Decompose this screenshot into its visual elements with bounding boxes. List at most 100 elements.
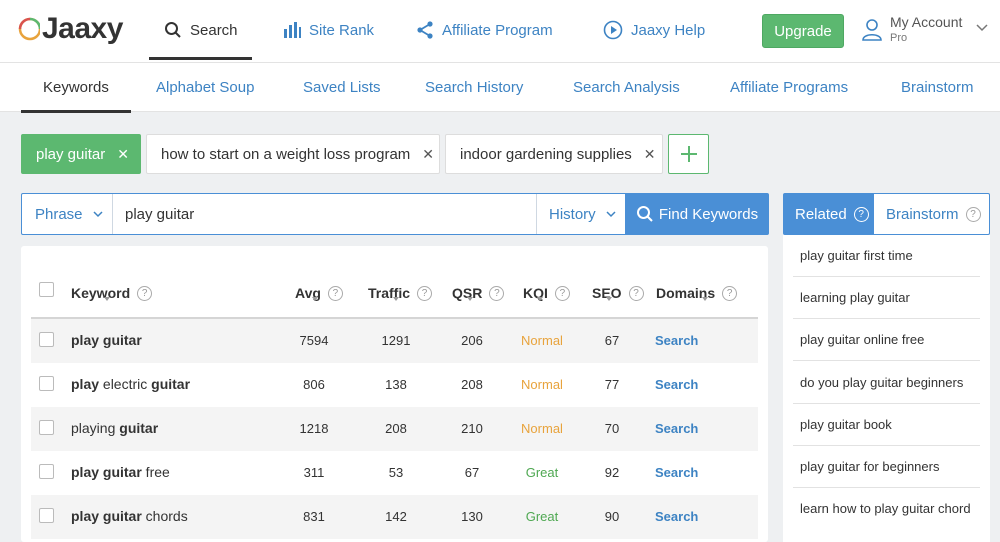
list-divider [793,276,980,277]
subnav-affiliate-programs[interactable]: Affiliate Programs [730,79,849,96]
find-keywords-label: Find Keywords [658,205,759,223]
column-header-qsr[interactable]: QSR? [452,285,505,301]
help-icon[interactable]: ? [554,285,570,301]
row-checkbox[interactable] [39,464,54,479]
related-keyword-item[interactable]: play guitar book [800,416,892,432]
subnav-alphabet-soup[interactable]: Alphabet Soup [156,79,255,96]
domains-search-link[interactable]: Search [655,465,699,480]
query-tab-indoor-gardening[interactable]: indoor gardening supplies ✕ [445,134,663,174]
domains-search-link[interactable]: Search [655,509,699,524]
subnav-search-history[interactable]: Search History [425,79,524,96]
domains-search-link[interactable]: Search [655,333,699,348]
traffic-cell: 142 [385,509,407,524]
related-keyword-item[interactable]: do you play guitar beginners [800,374,964,390]
list-divider [793,444,980,446]
nav-jaaxy-help[interactable]: Jaaxy Help [603,14,705,46]
help-icon[interactable]: ? [853,206,869,222]
tab-related[interactable]: Related? [784,194,874,234]
help-icon[interactable]: ? [965,206,981,222]
search-mode-select[interactable]: Phrase [22,194,113,234]
seo-cell: 77 [604,377,620,392]
select-all-checkbox[interactable] [39,282,54,297]
close-icon[interactable]: ✕ [117,145,129,162]
query-tab-weight-loss[interactable]: how to start on a weight loss program ✕ [146,134,440,174]
close-icon[interactable]: ✕ [422,145,435,162]
help-icon[interactable]: ? [417,285,433,301]
avg-cell: 7594 [299,333,329,348]
row-checkbox[interactable] [39,332,54,347]
keyword-part: guitar [119,420,159,436]
row-checkbox[interactable] [39,508,54,523]
traffic-cell: 138 [385,377,407,392]
sub-navigation: Keywords Alphabet Soup Saved Lists Searc… [0,62,1000,113]
tab-brainstorm-label: Brainstorm [886,205,959,223]
jaaxy-logo[interactable]: Jaaxy [18,8,123,50]
subnav-search-analysis[interactable]: Search Analysis [573,79,680,96]
related-keywords-list: play guitar first time learning play guit… [783,235,990,542]
logo-mark-icon [18,17,40,41]
help-icon[interactable]: ? [489,285,505,301]
account-plan-label: Pro [890,32,908,44]
column-header-domains[interactable]: Domains? [656,285,738,301]
related-keyword-item[interactable]: play guitar for beginners [800,459,940,474]
keyword-search-input[interactable] [114,194,536,234]
tab-brainstorm[interactable]: Brainstorm? [874,194,989,234]
query-tab-label: how to start on a weight loss program [161,145,411,163]
column-header-traffic[interactable]: Traffic? [368,285,433,301]
nav-search[interactable]: Search [164,14,238,46]
kqi-cell: Great [525,509,559,524]
related-keyword-item[interactable]: learn how to play guitar chord [800,501,971,517]
table-row [31,407,758,451]
play-circle-icon [603,20,623,40]
sort-caret-icon [702,297,708,301]
help-icon[interactable]: ? [327,285,343,301]
keyword-cell[interactable]: playing guitar [71,420,158,436]
keyword-part: play [71,376,100,392]
column-header-seo[interactable]: SEO? [592,285,644,301]
keyword-cell[interactable]: play guitar free [71,464,170,480]
row-checkbox[interactable] [39,376,54,391]
keyword-search-bar: Phrase History Find Keywords [21,193,769,235]
keyword-cell[interactable]: play electric guitar [71,376,190,392]
header-label: SEO [592,285,622,301]
subnav-keywords[interactable]: Keywords [43,79,109,96]
keyword-part: chords [141,508,188,524]
column-header-kqi[interactable]: KQI? [523,285,570,301]
avg-cell: 806 [303,377,325,392]
avg-cell: 831 [303,509,325,524]
help-icon[interactable]: ? [722,285,738,301]
header-label: KQI [523,285,548,301]
keyword-part: guitar [151,376,191,392]
keyword-cell[interactable]: play guitar [71,332,142,348]
subnav-saved-lists[interactable]: Saved Lists [303,79,381,96]
avg-cell: 311 [303,465,325,480]
column-header-avg[interactable]: Avg? [295,285,343,301]
keyword-cell[interactable]: play guitar chords [71,508,188,524]
history-select[interactable]: History [536,194,625,234]
row-checkbox[interactable] [39,420,54,435]
sort-caret-icon [104,297,110,301]
help-icon[interactable]: ? [628,285,644,301]
header-label: Traffic [368,285,411,301]
help-icon[interactable]: ? [137,285,153,301]
subnav-brainstorm[interactable]: Brainstorm [901,79,974,96]
list-divider [793,487,980,488]
nav-affiliate-program[interactable]: Affiliate Program [416,14,553,46]
domains-search-link[interactable]: Search [655,421,699,436]
query-tab-play-guitar[interactable]: play guitar ✕ [21,134,141,174]
nav-site-rank[interactable]: Site Rank [283,14,374,46]
close-icon[interactable]: ✕ [643,145,656,162]
related-keyword-item[interactable]: play guitar online free [800,332,925,348]
find-keywords-button[interactable]: Find Keywords [625,193,769,235]
related-keyword-item[interactable]: play guitar first time [800,248,913,263]
domains-search-link[interactable]: Search [655,377,699,392]
add-query-tab-button[interactable] [668,134,709,174]
keyword-part: play guitar [71,332,142,348]
related-keyword-item[interactable]: learning play guitar [800,290,910,306]
query-tab-label: play guitar [36,145,106,163]
subnav-active-underline [21,110,131,113]
upgrade-button[interactable]: Upgrade [762,14,844,48]
column-header-keyword[interactable]: Keyword? [71,285,153,301]
list-divider [793,318,980,320]
plus-icon [680,146,697,162]
